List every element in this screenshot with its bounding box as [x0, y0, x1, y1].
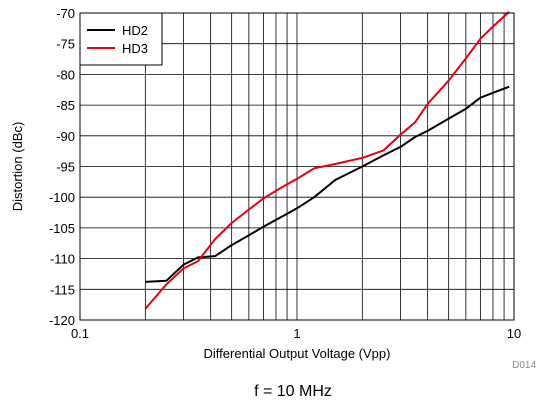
x-tick-label: 0.1 [71, 326, 89, 341]
figure-code: D014 [512, 360, 536, 371]
y-tick-label: -110 [50, 252, 75, 267]
y-tick-label: -90 [56, 129, 75, 144]
y-tick-label: -95 [56, 160, 75, 175]
y-tick-label: -80 [56, 67, 75, 82]
legend-label-hd2: HD2 [122, 23, 148, 38]
y-tick-label: -115 [50, 282, 75, 297]
series-layer [144, 11, 510, 310]
x-axis-label: Differential Output Voltage (Vpp) [204, 346, 391, 361]
y-tick-label: -70 [56, 6, 75, 21]
series-line-hd2 [145, 85, 510, 283]
legend-box [79, 12, 163, 66]
x-tick-label: 10 [507, 326, 521, 341]
x-tick-label: 1 [293, 326, 300, 341]
y-tick-label: -105 [49, 221, 75, 236]
y-tick-label: -85 [56, 98, 75, 113]
y-tick-label: -100 [49, 190, 75, 205]
plot-frame [79, 12, 515, 321]
y-tick-label: -75 [56, 37, 75, 52]
tick-labels: -120 -115 -110 -105 -100 -95 -90 -85 -80 -75 -70 0.… [49, 6, 521, 341]
y-axis-label: Distortion (dBc) [10, 122, 25, 212]
legend-label-hd3: HD3 [122, 41, 148, 56]
series-line-hd3 [144, 11, 510, 310]
legend: HD2 HD3 [79, 12, 163, 66]
y-tick-label: -120 [49, 313, 75, 328]
chart-caption: f = 10 MHz [254, 383, 332, 400]
